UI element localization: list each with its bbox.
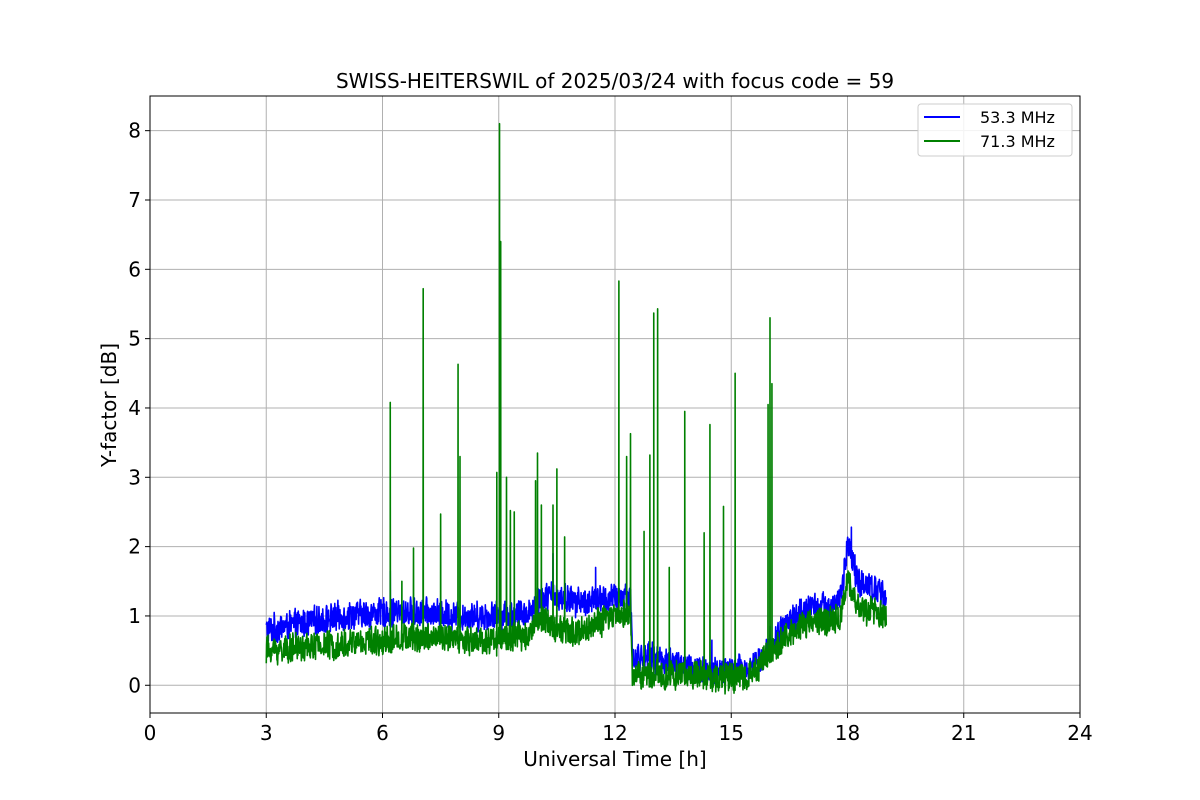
x-tick-label: 21 [951, 721, 976, 745]
y-tick-label: 7 [128, 188, 141, 212]
series-line-1 [265, 122, 888, 695]
x-tick-label: 0 [144, 721, 157, 745]
x-tick-label: 6 [376, 721, 389, 745]
legend-label-53mhz: 53.3 MHz [980, 108, 1055, 127]
series-line-0 [265, 526, 888, 685]
y-tick-label: 0 [128, 673, 141, 697]
y-tick-label: 1 [128, 604, 141, 628]
y-tick-label: 8 [128, 119, 141, 143]
x-tick-label: 3 [260, 721, 273, 745]
series-layer [265, 122, 888, 695]
y-tick-label: 3 [128, 465, 141, 489]
x-axis-ticks: 0 3 6 9 12 15 18 21 24 [144, 713, 1093, 745]
y-axis-label: Y-factor [dB] [97, 343, 121, 468]
x-axis-label: Universal Time [h] [523, 747, 706, 771]
y-tick-label: 4 [128, 396, 141, 420]
y-tick-label: 2 [128, 535, 141, 559]
y-axis-ticks: 0 1 2 3 4 5 6 7 8 [128, 119, 150, 697]
legend-label-71mhz: 71.3 MHz [980, 132, 1055, 151]
chart-title: SWISS-HEITERSWIL of 2025/03/24 with focu… [336, 69, 894, 93]
x-tick-label: 24 [1067, 721, 1092, 745]
x-tick-label: 18 [835, 721, 860, 745]
x-tick-label: 9 [492, 721, 505, 745]
x-tick-label: 12 [602, 721, 627, 745]
legend: 53.3 MHz 71.3 MHz [917, 103, 1073, 157]
y-tick-label: 5 [128, 327, 141, 351]
y-tick-label: 6 [128, 257, 141, 281]
x-tick-label: 15 [719, 721, 744, 745]
